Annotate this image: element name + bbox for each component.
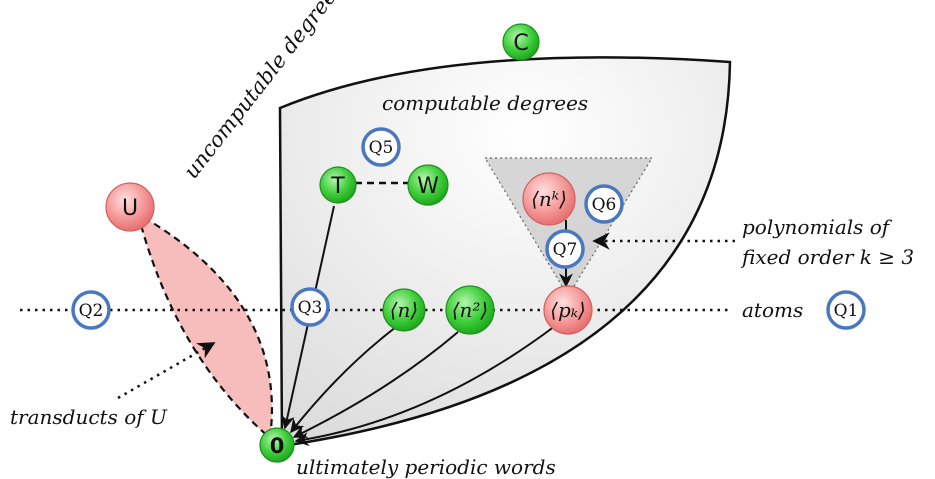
node-u-label: U bbox=[122, 196, 138, 221]
node-w-label: W bbox=[417, 174, 439, 199]
question-q3: Q3 bbox=[290, 287, 330, 327]
periodic-label: ultimately periodic words bbox=[296, 455, 556, 479]
poly-label-line2: fixed order k ≥ 3 bbox=[740, 245, 914, 269]
question-q1: Q1 bbox=[826, 290, 866, 330]
node-u: U bbox=[105, 182, 155, 232]
atoms-label: atoms bbox=[742, 298, 803, 322]
node-t: T bbox=[319, 166, 357, 204]
transducts-label: transducts of U bbox=[10, 405, 168, 429]
node-zero-label: 0 bbox=[270, 434, 285, 458]
q7-label: Q7 bbox=[553, 240, 578, 260]
computable-label: computable degrees bbox=[382, 91, 588, 115]
node-pk-label: ⟨pₖ⟩ bbox=[550, 298, 586, 322]
arrow-n2-zero bbox=[292, 331, 459, 438]
node-c-label: C bbox=[513, 31, 528, 56]
node-n: ⟨n⟩ bbox=[382, 288, 426, 332]
arrow-pk-zero bbox=[294, 325, 556, 446]
node-n2-label: ⟨n²⟩ bbox=[452, 298, 489, 322]
q6-label: Q6 bbox=[592, 195, 617, 215]
node-c: C bbox=[502, 23, 540, 61]
question-q6: Q6 bbox=[584, 184, 624, 224]
question-q5: Q5 bbox=[361, 127, 401, 167]
node-n2: ⟨n²⟩ bbox=[445, 285, 495, 335]
question-q2: Q2 bbox=[71, 290, 111, 330]
node-nk: ⟨nᵏ⟩ bbox=[522, 172, 576, 226]
q3-label: Q3 bbox=[298, 298, 323, 318]
node-zero: 0 bbox=[259, 427, 295, 463]
q5-label: Q5 bbox=[369, 138, 394, 158]
computable-region bbox=[278, 56, 732, 448]
q1-label: Q1 bbox=[834, 301, 859, 321]
node-w: W bbox=[407, 164, 449, 206]
node-n-label: ⟨n⟩ bbox=[390, 298, 419, 322]
transducts-pointer bbox=[117, 341, 216, 400]
poly-label-line1: polynomials of bbox=[742, 215, 893, 239]
node-nk-label: ⟨nᵏ⟩ bbox=[531, 187, 567, 211]
node-t-label: T bbox=[330, 174, 345, 199]
question-q7: Q7 bbox=[545, 229, 585, 269]
node-pk: ⟨pₖ⟩ bbox=[543, 285, 593, 335]
arrow-n-zero bbox=[290, 326, 397, 434]
q2-label: Q2 bbox=[79, 301, 104, 321]
